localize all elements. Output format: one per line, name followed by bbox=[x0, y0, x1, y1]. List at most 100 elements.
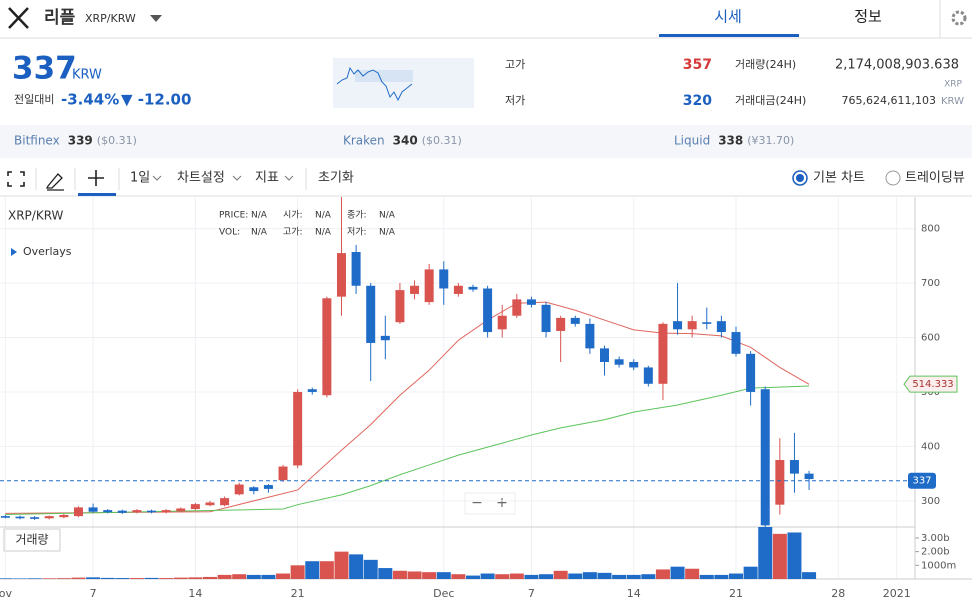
candle-body bbox=[614, 359, 624, 365]
mini-chart-range bbox=[355, 70, 413, 82]
x-tick-label: 7 bbox=[90, 587, 97, 600]
volume-bar bbox=[378, 568, 393, 579]
volume-bar bbox=[714, 574, 729, 579]
volume-tick-label: 1000m bbox=[921, 560, 956, 571]
volume-bar bbox=[56, 578, 71, 579]
x-tick-label: ov bbox=[0, 587, 13, 600]
info-value: N/A bbox=[251, 228, 268, 238]
y-tick-label: 700 bbox=[921, 278, 940, 289]
candle-body bbox=[366, 285, 376, 343]
x-tick-label: 21 bbox=[729, 587, 743, 600]
info-label: 종가: bbox=[347, 210, 367, 221]
zoom-in[interactable]: + bbox=[496, 495, 508, 511]
candle-body bbox=[599, 348, 609, 362]
exchange-quote: (¥31.70) bbox=[747, 134, 794, 147]
volume-bar bbox=[524, 574, 539, 579]
volume-bar bbox=[509, 573, 524, 579]
volume-bar bbox=[641, 574, 656, 579]
volume-tick-label: 2.00b bbox=[921, 547, 950, 558]
volume-bar bbox=[144, 577, 159, 579]
chart-settings[interactable]: 차트설정 bbox=[177, 171, 225, 186]
volume-bar bbox=[422, 572, 437, 579]
volume-bar bbox=[202, 576, 217, 579]
candle-body bbox=[263, 485, 273, 489]
x-tick-label: 28 bbox=[831, 587, 845, 600]
candle-body bbox=[497, 315, 507, 330]
candle-body bbox=[643, 367, 653, 384]
candle-body bbox=[293, 391, 303, 466]
crosshair-icon[interactable] bbox=[88, 170, 104, 186]
candle-body bbox=[249, 487, 259, 492]
x-tick-label: 2021 bbox=[883, 587, 911, 600]
volume-unit: XRP bbox=[944, 80, 962, 90]
volume-bar bbox=[246, 574, 261, 579]
volume-bar bbox=[173, 577, 188, 579]
candle-body bbox=[687, 321, 697, 330]
reset[interactable]: 초기화 bbox=[318, 171, 354, 186]
candle-body bbox=[380, 335, 390, 341]
volume-bar bbox=[392, 570, 407, 579]
volume-title[interactable]: 거래량 bbox=[15, 533, 48, 547]
tab-active[interactable]: 시세 bbox=[714, 8, 742, 26]
radio-label[interactable]: 기본 차트 bbox=[813, 171, 865, 186]
logo bbox=[8, 7, 29, 29]
exchange-quote: ($0.31) bbox=[422, 134, 462, 147]
topbar bbox=[0, 0, 972, 38]
candle-body bbox=[775, 460, 785, 505]
volume-bar bbox=[100, 577, 115, 579]
candle-body bbox=[453, 285, 463, 294]
amount-label: 거래대금(24H) bbox=[735, 94, 806, 107]
volume-bar bbox=[772, 533, 787, 579]
volume-bar bbox=[699, 574, 714, 579]
indicators[interactable]: 지표 bbox=[255, 171, 279, 186]
candle-body bbox=[103, 510, 113, 513]
interval[interactable]: 1일 bbox=[130, 171, 150, 186]
volume-bar bbox=[553, 570, 568, 579]
candle-body bbox=[585, 323, 595, 349]
volume-bar bbox=[612, 574, 627, 579]
volume-bar bbox=[407, 571, 422, 579]
volume-bar bbox=[495, 574, 510, 579]
low-label: 저가 bbox=[505, 94, 525, 107]
volume-bar bbox=[758, 527, 773, 579]
volume-bar bbox=[655, 569, 670, 579]
mini-chart-line bbox=[336, 66, 413, 102]
zoom-out[interactable]: − bbox=[471, 495, 483, 511]
volume-bar bbox=[670, 566, 685, 579]
low: 320 bbox=[683, 93, 712, 109]
overlay-arrow[interactable] bbox=[11, 248, 17, 256]
radio-off[interactable] bbox=[885, 170, 901, 186]
change-pct: -3.44% bbox=[61, 91, 119, 109]
candle-body bbox=[205, 502, 215, 506]
volume-bar bbox=[685, 568, 700, 579]
candle-body bbox=[161, 510, 171, 513]
y-tick-label: 400 bbox=[921, 441, 940, 452]
candle-body bbox=[526, 299, 536, 305]
x-tick-label: 14 bbox=[188, 587, 202, 600]
exchanges: Bitfinex 339 ($0.31) Kraken 340 ($0.31) Liquid… bbox=[14, 134, 794, 148]
volume-bar bbox=[626, 574, 641, 579]
settings-icon[interactable] bbox=[951, 10, 967, 26]
candle-body bbox=[746, 353, 756, 392]
radio-label[interactable]: 트레이딩뷰 bbox=[905, 171, 965, 186]
exchange-quote: ($0.31) bbox=[97, 134, 137, 147]
chart-title: XRP/KRW bbox=[8, 209, 64, 223]
tab[interactable]: 정보 bbox=[854, 8, 882, 26]
info-value: N/A bbox=[251, 211, 268, 221]
volume-bar bbox=[597, 572, 612, 579]
volume-tick-label: 3.00b bbox=[921, 533, 950, 544]
candle-body bbox=[220, 498, 230, 506]
fullscreen-icon[interactable] bbox=[7, 171, 25, 187]
candle-body bbox=[59, 515, 69, 518]
change-label: 전일대비 bbox=[14, 92, 54, 106]
overlays[interactable]: Overlays bbox=[23, 245, 72, 258]
exchange-name: Liquid bbox=[674, 134, 710, 148]
volume-button[interactable] bbox=[3, 528, 61, 552]
volume: 2,174,008,903.638 bbox=[835, 58, 959, 73]
volume-bar bbox=[319, 561, 334, 579]
draw-icon[interactable] bbox=[45, 173, 64, 191]
chevron bbox=[284, 175, 294, 181]
dropdown[interactable] bbox=[150, 15, 162, 22]
zoom-buttons bbox=[464, 492, 516, 515]
